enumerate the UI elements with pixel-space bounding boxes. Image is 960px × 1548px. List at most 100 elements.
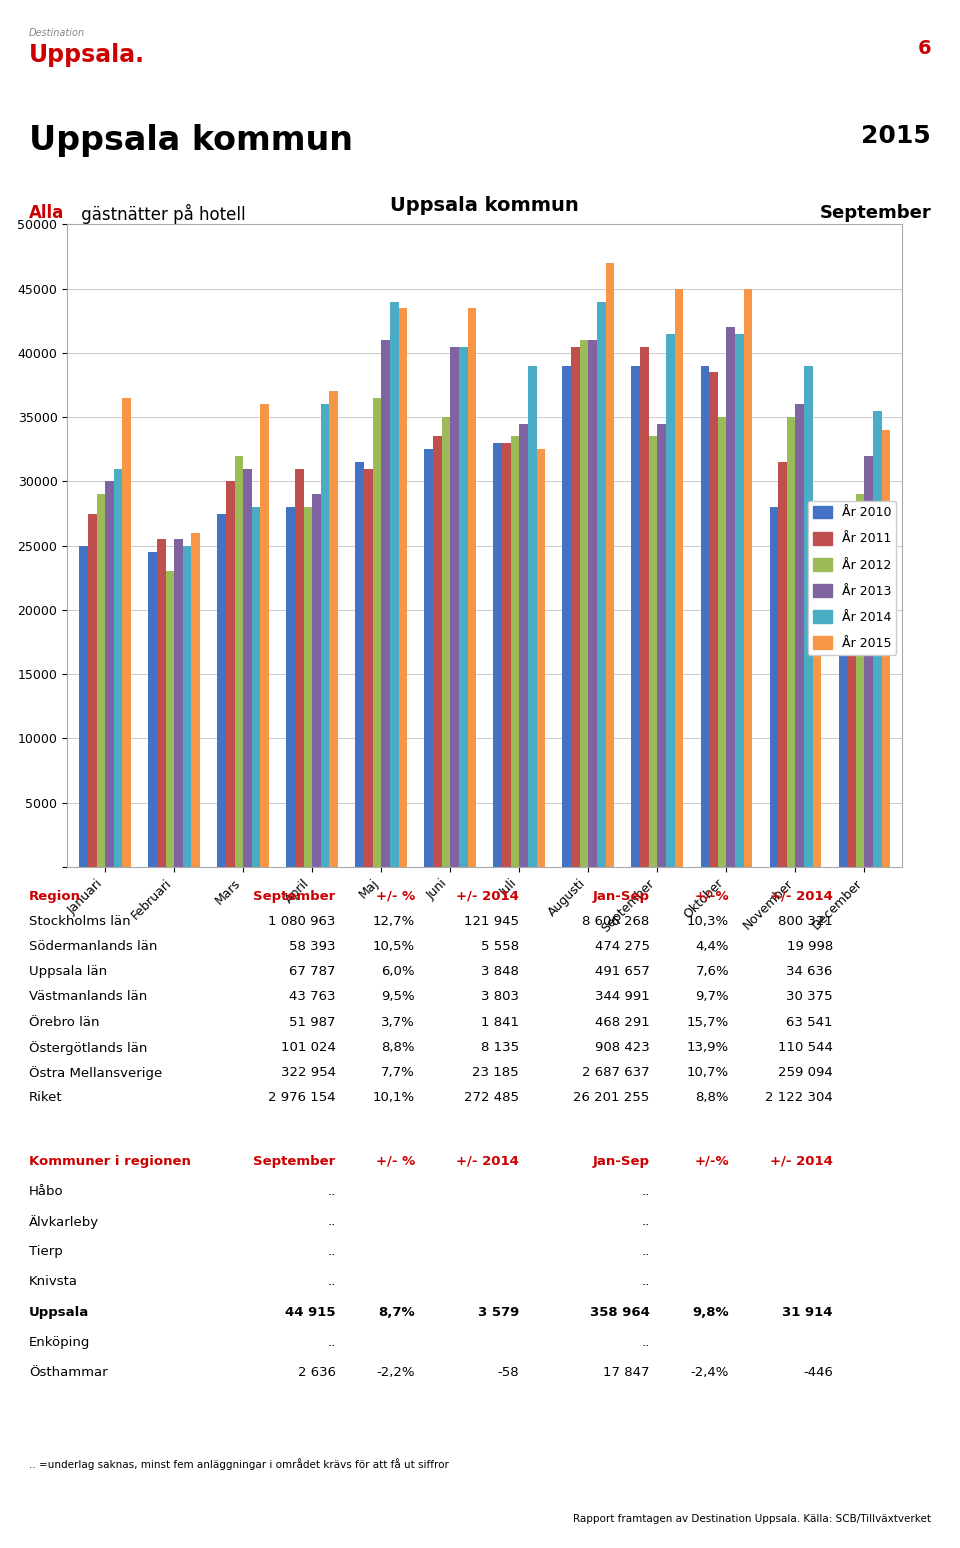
- Text: ..: ..: [327, 1336, 336, 1348]
- Text: 2 976 154: 2 976 154: [268, 1091, 336, 1104]
- Text: 31 914: 31 914: [782, 1305, 833, 1319]
- Text: Uppsala län: Uppsala län: [29, 964, 107, 978]
- Bar: [398, 308, 407, 867]
- Bar: [649, 437, 658, 867]
- Text: ..: ..: [641, 1215, 650, 1228]
- Bar: [796, 404, 804, 867]
- Bar: [658, 424, 666, 867]
- Bar: [303, 508, 312, 867]
- Text: Uppsala.: Uppsala.: [29, 43, 145, 68]
- Text: 491 657: 491 657: [595, 964, 650, 978]
- Text: 272 485: 272 485: [464, 1091, 518, 1104]
- Bar: [450, 347, 459, 867]
- Bar: [580, 341, 588, 867]
- Text: 474 275: 474 275: [594, 940, 650, 954]
- Text: Örebro län: Örebro län: [29, 1015, 99, 1028]
- Legend: År 2010, År 2011, År 2012, År 2013, År 2014, År 2015: År 2010, År 2011, År 2012, År 2013, År 2…: [808, 500, 896, 655]
- Text: ..: ..: [327, 1184, 336, 1198]
- Text: 4,4%: 4,4%: [696, 940, 729, 954]
- Bar: [174, 539, 182, 867]
- Text: 44 915: 44 915: [285, 1305, 336, 1319]
- Bar: [727, 327, 735, 867]
- Text: 63 541: 63 541: [786, 1015, 833, 1028]
- Bar: [260, 404, 269, 867]
- Bar: [97, 494, 106, 867]
- Text: ..: ..: [641, 1184, 650, 1198]
- Bar: [675, 288, 684, 867]
- Text: Jan-Sep: Jan-Sep: [592, 1155, 650, 1167]
- Text: .. =underlag saknas, minst fem anläggningar i området krävs för att få ut siffro: .. =underlag saknas, minst fem anläggnin…: [29, 1458, 448, 1471]
- Text: 15,7%: 15,7%: [686, 1015, 729, 1028]
- Text: 259 094: 259 094: [779, 1067, 833, 1079]
- Text: ..: ..: [641, 1336, 650, 1348]
- Text: 2 636: 2 636: [298, 1365, 336, 1379]
- Text: 3 579: 3 579: [477, 1305, 518, 1319]
- Bar: [156, 539, 165, 867]
- Bar: [528, 365, 537, 867]
- Text: 19 998: 19 998: [786, 940, 833, 954]
- Text: ..: ..: [641, 1276, 650, 1288]
- Text: September: September: [820, 204, 931, 223]
- Text: Håbo: Håbo: [29, 1184, 63, 1198]
- Text: 10,3%: 10,3%: [687, 915, 729, 927]
- Text: Älvkarleby: Älvkarleby: [29, 1215, 99, 1229]
- Bar: [493, 443, 502, 867]
- Bar: [182, 546, 191, 867]
- Text: +/-%: +/-%: [694, 1155, 729, 1167]
- Text: Destination: Destination: [29, 28, 84, 37]
- Bar: [433, 437, 442, 867]
- Bar: [114, 469, 123, 867]
- Text: 8 606 268: 8 606 268: [583, 915, 650, 927]
- Bar: [855, 494, 864, 867]
- Bar: [847, 520, 855, 867]
- Bar: [355, 463, 364, 867]
- Bar: [424, 449, 433, 867]
- Text: Rapport framtagen av Destination Uppsala. Källa: SCB/Tillväxtverket: Rapport framtagen av Destination Uppsala…: [573, 1514, 931, 1523]
- Text: 6,0%: 6,0%: [381, 964, 415, 978]
- Bar: [779, 463, 787, 867]
- Text: Knivsta: Knivsta: [29, 1276, 78, 1288]
- Bar: [537, 449, 545, 867]
- Bar: [770, 508, 779, 867]
- Bar: [468, 308, 476, 867]
- Bar: [295, 469, 303, 867]
- Bar: [390, 302, 398, 867]
- Bar: [838, 553, 847, 867]
- Text: -58: -58: [497, 1365, 518, 1379]
- Text: 23 185: 23 185: [472, 1067, 518, 1079]
- Bar: [165, 571, 174, 867]
- Text: Östhammar: Östhammar: [29, 1365, 108, 1379]
- Bar: [243, 469, 252, 867]
- Text: Tierp: Tierp: [29, 1245, 62, 1259]
- Text: -2,2%: -2,2%: [376, 1365, 415, 1379]
- Text: 3 803: 3 803: [481, 991, 518, 1003]
- Text: -446: -446: [803, 1365, 833, 1379]
- Bar: [364, 469, 372, 867]
- Text: 26 201 255: 26 201 255: [573, 1091, 650, 1104]
- Text: 30 375: 30 375: [786, 991, 833, 1003]
- Text: 6: 6: [918, 39, 931, 57]
- Text: 34 636: 34 636: [786, 964, 833, 978]
- Text: +/- 2014: +/- 2014: [770, 1155, 833, 1167]
- Bar: [321, 404, 329, 867]
- Bar: [709, 372, 718, 867]
- Text: 43 763: 43 763: [289, 991, 336, 1003]
- Bar: [881, 430, 890, 867]
- Bar: [252, 508, 260, 867]
- Bar: [217, 514, 226, 867]
- Bar: [88, 514, 97, 867]
- Text: Region: Region: [29, 890, 81, 902]
- Bar: [459, 347, 468, 867]
- Text: Östra Mellansverige: Östra Mellansverige: [29, 1067, 162, 1081]
- Title: Uppsala kommun: Uppsala kommun: [391, 195, 579, 215]
- Text: 468 291: 468 291: [595, 1015, 650, 1028]
- Text: 1 841: 1 841: [481, 1015, 518, 1028]
- Text: gästnätter på hotell: gästnätter på hotell: [76, 204, 246, 224]
- Text: 9,8%: 9,8%: [692, 1305, 729, 1319]
- Text: 51 987: 51 987: [289, 1015, 336, 1028]
- Text: Kommuner i regionen: Kommuner i regionen: [29, 1155, 191, 1167]
- Bar: [571, 347, 580, 867]
- Text: +/-%: +/-%: [694, 890, 729, 902]
- Bar: [735, 334, 744, 867]
- Text: 17 847: 17 847: [603, 1365, 650, 1379]
